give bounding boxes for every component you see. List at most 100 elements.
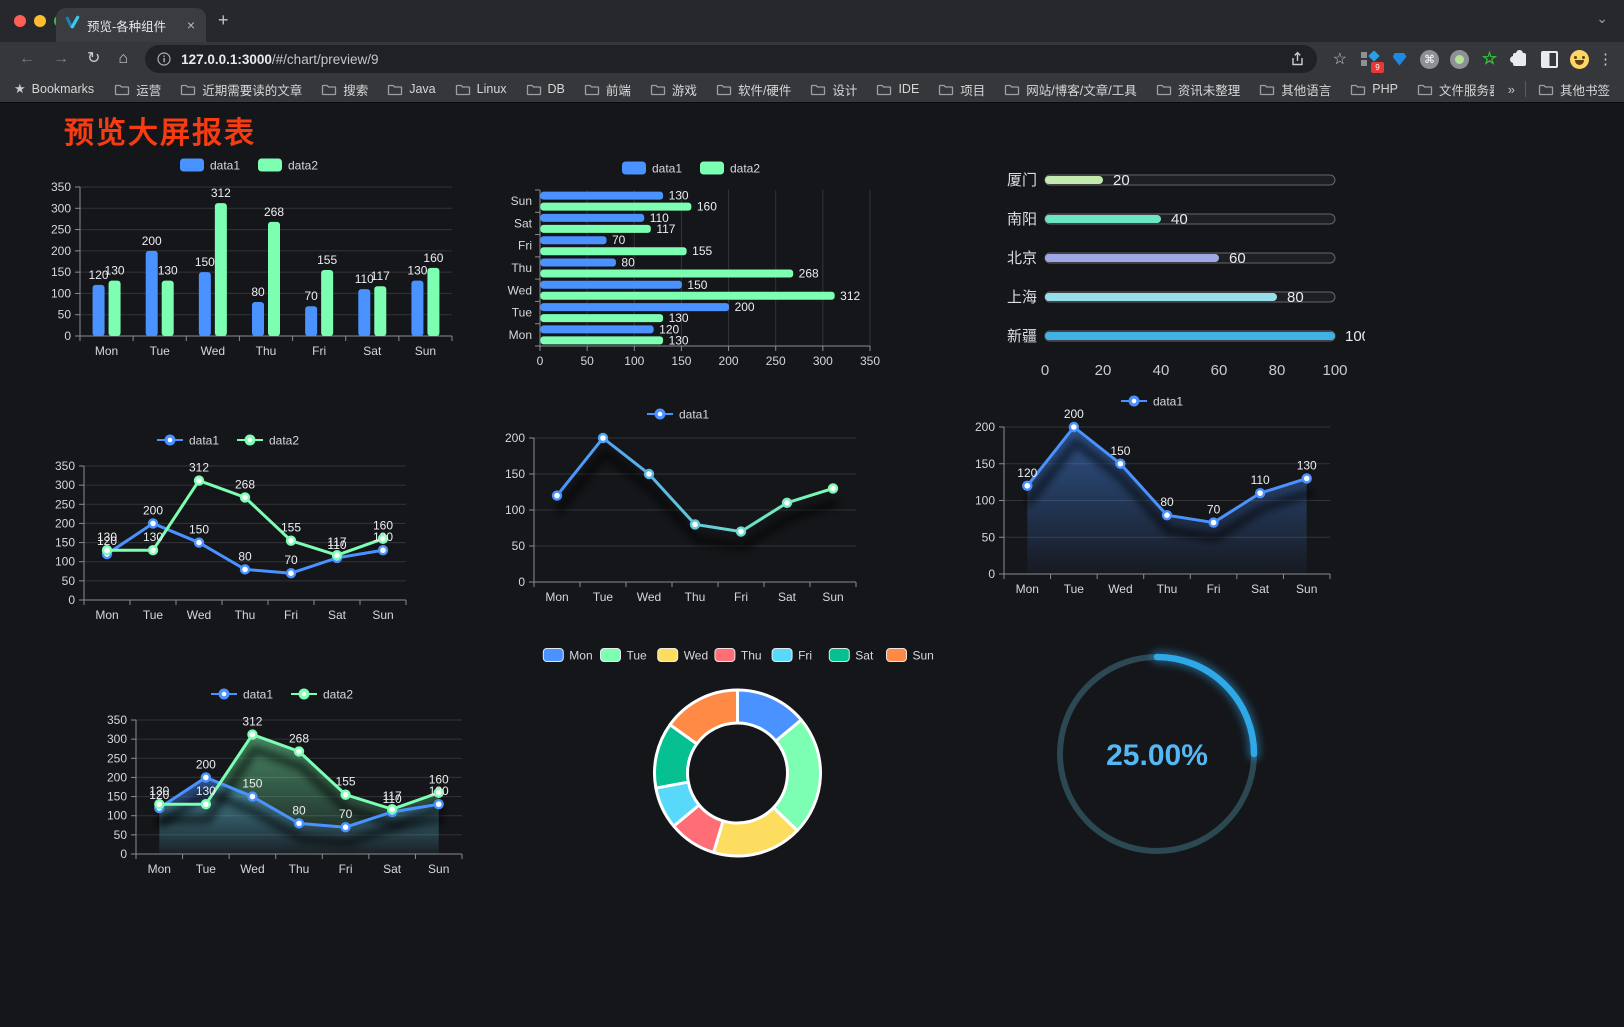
tab-close-icon[interactable]: × bbox=[186, 17, 195, 33]
svg-text:Fri: Fri bbox=[734, 590, 748, 604]
other-bookmarks-folder[interactable]: 其他书签 bbox=[1538, 80, 1610, 99]
extension-emoji-icon[interactable] bbox=[1569, 49, 1590, 70]
back-button[interactable]: ← bbox=[19, 50, 35, 67]
extension-darkmode-icon[interactable] bbox=[1539, 49, 1560, 70]
extension-command-icon[interactable]: ⌘ bbox=[1419, 49, 1440, 70]
svg-text:117: 117 bbox=[383, 789, 402, 803]
svg-text:130: 130 bbox=[149, 784, 169, 798]
svg-text:80: 80 bbox=[621, 256, 635, 270]
svg-text:130: 130 bbox=[669, 189, 689, 203]
city-progress-chart[interactable]: 厦门 20 南阳 40 北京 60 上海 80 新疆 100 0 20 40 60 80 100 bbox=[980, 156, 1370, 391]
svg-text:Thu: Thu bbox=[1157, 582, 1178, 596]
svg-text:100: 100 bbox=[975, 494, 995, 508]
bookmark-label: IDE bbox=[898, 82, 920, 96]
svg-text:100: 100 bbox=[55, 555, 75, 569]
svg-text:Thu: Thu bbox=[741, 648, 762, 662]
extension-recorder-icon[interactable] bbox=[1449, 49, 1470, 70]
svg-text:data1: data1 bbox=[189, 433, 219, 447]
bookmark-item[interactable]: 前端 bbox=[584, 80, 631, 99]
bookmark-item[interactable]: 运营 bbox=[114, 80, 161, 99]
svg-text:Sat: Sat bbox=[363, 344, 382, 358]
bookmark-item[interactable]: PHP bbox=[1350, 82, 1398, 96]
two-series-area-chart[interactable]: data1 data2 0 50 100 150 200 250 300 350 Mon Tue Wed… bbox=[92, 676, 474, 894]
extension-gem-icon[interactable] bbox=[1389, 49, 1410, 70]
grouped-bar-chart[interactable]: data1 data2 0 50 100 150 200 250 300 350 Mon Tue Wed… bbox=[40, 151, 460, 366]
bookmark-item[interactable]: Java bbox=[387, 82, 436, 96]
svg-text:300: 300 bbox=[51, 201, 71, 215]
svg-text:200: 200 bbox=[142, 234, 162, 248]
c7-canvas: data1 data2 0 50 100 150 200 250 300 350 Mon Tue Wed… bbox=[107, 687, 463, 876]
donut-chart[interactable]: Mon Tue Wed Thu Fri Sat Sun bbox=[535, 639, 940, 867]
svg-text:150: 150 bbox=[242, 777, 262, 791]
svg-text:0: 0 bbox=[988, 567, 995, 581]
c3-canvas: 厦门 20 南阳 40 北京 60 上海 80 新疆 100 0 20 40 60 80 100 bbox=[1007, 172, 1370, 379]
reload-button[interactable]: ↻ bbox=[87, 50, 101, 67]
bookmark-item[interactable]: Linux bbox=[455, 82, 507, 96]
bookmark-item[interactable]: 网站/博客/文章/工具 bbox=[1004, 80, 1137, 99]
bookmark-item[interactable]: 搜索 bbox=[321, 80, 368, 99]
bookmark-item[interactable]: 近期需要读的文章 bbox=[180, 80, 302, 99]
minimize-window-button[interactable] bbox=[34, 15, 46, 27]
bookmark-item[interactable]: 资讯未整理 bbox=[1156, 80, 1240, 99]
bookmarks-overflow-icon[interactable]: » bbox=[1507, 81, 1515, 97]
bookmark-item[interactable]: 软件/硬件 bbox=[716, 80, 791, 99]
svg-text:Mon: Mon bbox=[1016, 582, 1039, 596]
svg-text:70: 70 bbox=[304, 289, 318, 303]
site-info-icon[interactable] bbox=[157, 52, 171, 66]
browser-menu-icon[interactable]: ⋮ bbox=[1598, 51, 1614, 68]
svg-text:0: 0 bbox=[68, 593, 75, 607]
url-bar[interactable]: 127.0.0.1:3000/#/chart/preview/9 bbox=[145, 45, 1317, 73]
new-tab-button[interactable]: + bbox=[218, 10, 229, 30]
svg-text:150: 150 bbox=[671, 354, 691, 368]
svg-text:268: 268 bbox=[289, 731, 309, 745]
bookmark-label: 软件/硬件 bbox=[737, 83, 792, 98]
percent-gauge-chart[interactable]: 25.00% bbox=[1045, 642, 1269, 866]
bookmark-item[interactable]: 其他语言 bbox=[1259, 80, 1331, 99]
svg-text:120: 120 bbox=[97, 534, 117, 548]
svg-text:200: 200 bbox=[107, 770, 127, 784]
area-line-chart[interactable]: data1 0 50 100 150 200 Mon Tue Wed Thu Fri Sat Sun 12… bbox=[962, 389, 1344, 604]
bookmark-item[interactable]: 文件服务器 bbox=[1417, 80, 1494, 99]
extension-star-icon[interactable]: ☆ bbox=[1481, 49, 1498, 68]
extensions-puzzle-icon[interactable] bbox=[1509, 49, 1530, 70]
svg-text:0: 0 bbox=[120, 847, 127, 861]
svg-text:130: 130 bbox=[669, 333, 689, 347]
page-title: 预览大屏报表 bbox=[64, 117, 256, 150]
svg-text:50: 50 bbox=[114, 828, 128, 842]
share-icon[interactable] bbox=[1290, 51, 1305, 67]
svg-text:200: 200 bbox=[143, 503, 163, 517]
home-button[interactable]: ⌂ bbox=[118, 50, 129, 67]
chevron-down-icon[interactable]: ⌄ bbox=[1596, 10, 1608, 26]
svg-text:Sun: Sun bbox=[428, 862, 449, 876]
svg-text:厦门: 厦门 bbox=[1007, 172, 1037, 189]
close-window-button[interactable] bbox=[14, 15, 26, 27]
svg-text:Sat: Sat bbox=[778, 590, 797, 604]
folder-icon bbox=[181, 84, 196, 95]
svg-text:110: 110 bbox=[1251, 473, 1270, 487]
svg-text:Thu: Thu bbox=[235, 608, 256, 622]
forward-button[interactable]: → bbox=[53, 50, 69, 67]
extension-adblock-icon[interactable]: 9 bbox=[1359, 49, 1384, 73]
svg-text:155: 155 bbox=[281, 521, 301, 535]
horizontal-bar-chart[interactable]: data1 data2 0 50 100 150 200 250 300 350 Mon Tue Wed… bbox=[492, 154, 892, 372]
svg-text:150: 150 bbox=[1110, 444, 1130, 458]
bookmark-item[interactable]: 游戏 bbox=[650, 80, 697, 99]
bookmark-item[interactable]: 设计 bbox=[810, 80, 857, 99]
bookmark-item[interactable]: DB bbox=[526, 82, 565, 96]
bookmark-label: Java bbox=[409, 82, 436, 96]
svg-text:350: 350 bbox=[55, 459, 75, 473]
browser-tab[interactable]: 预览-各种组件 × bbox=[56, 8, 206, 42]
bookmark-item[interactable]: IDE bbox=[876, 82, 919, 96]
gradient-line-chart[interactable]: data1 0 50 100 150 200 Mon Tue Wed Thu Fri Sat Sun bbox=[488, 396, 870, 614]
two-series-line-chart[interactable]: data1 data2 0 50 100 150 200 250 300 350 Mon Tue Wed… bbox=[40, 422, 418, 640]
bookmarks-label[interactable]: Bookmarks bbox=[31, 82, 95, 96]
folder-icon bbox=[526, 84, 541, 95]
svg-text:Tue: Tue bbox=[143, 608, 164, 622]
bookmark-item[interactable]: 项目 bbox=[938, 80, 985, 99]
svg-text:Wed: Wed bbox=[187, 608, 211, 622]
c4-canvas: data1 data2 0 50 100 150 200 250 300 350 Mon Tue Wed… bbox=[55, 433, 407, 622]
bookmark-star-icon[interactable]: ☆ bbox=[1332, 51, 1347, 68]
svg-text:155: 155 bbox=[317, 253, 337, 267]
folder-icon bbox=[322, 84, 337, 95]
svg-text:Thu: Thu bbox=[289, 862, 310, 876]
